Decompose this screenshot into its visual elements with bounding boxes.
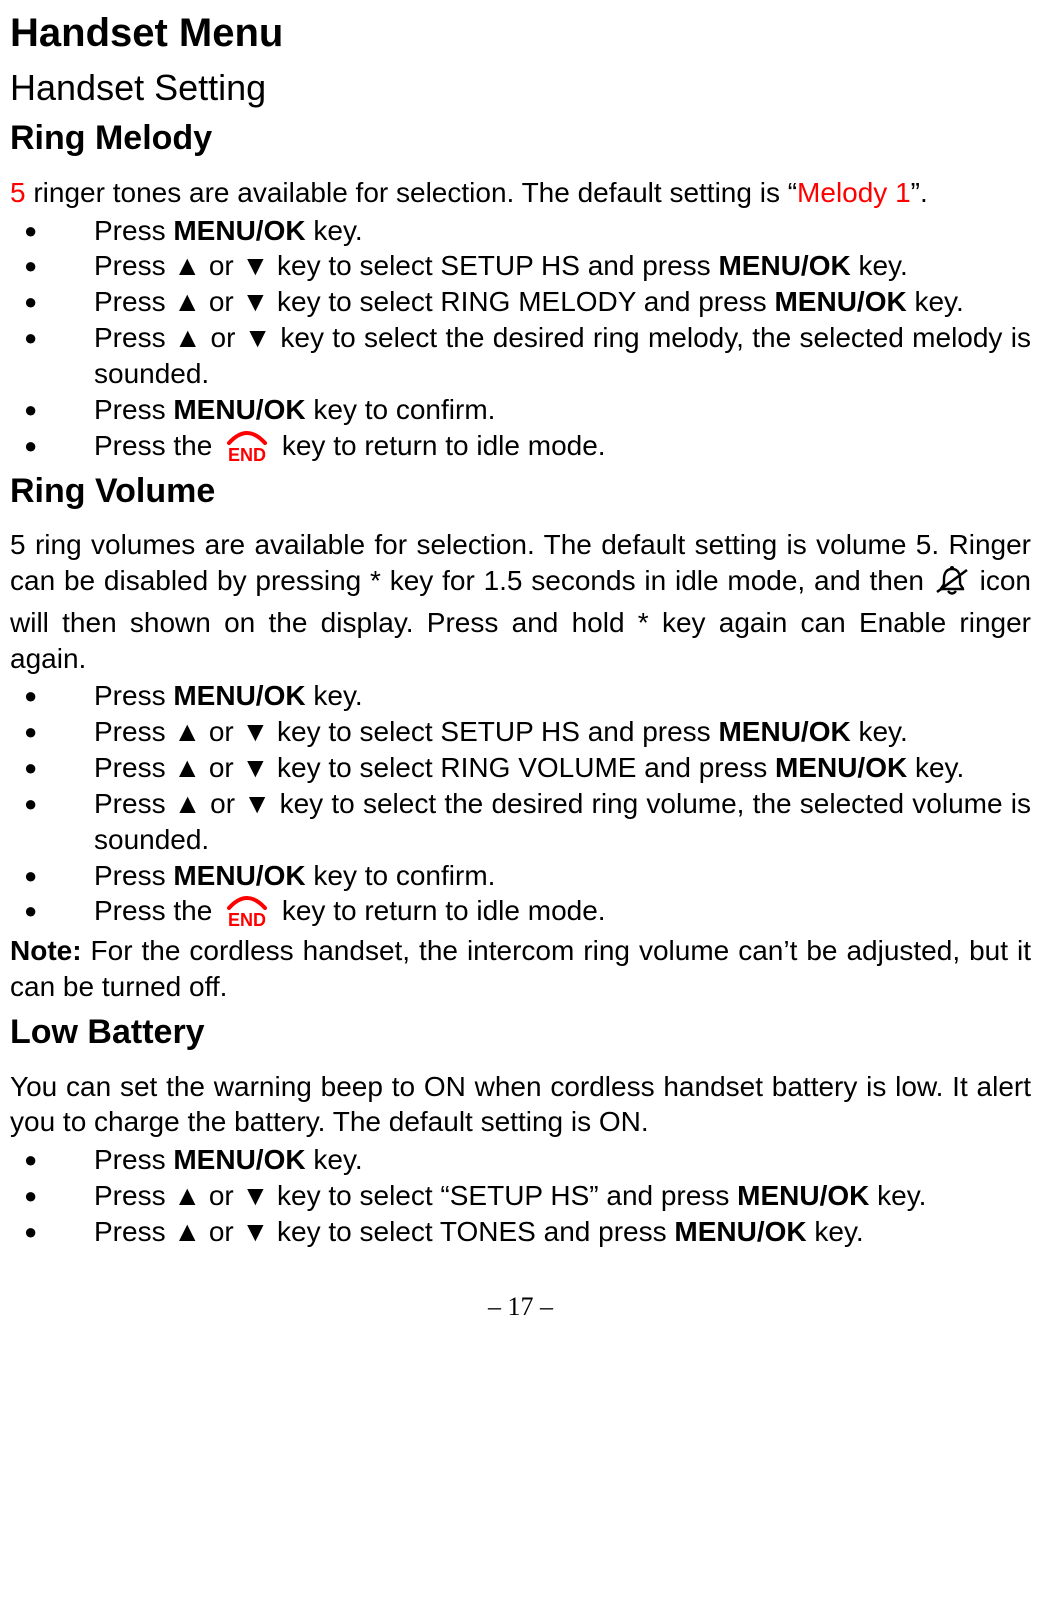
ring-melody-list: Press MENU/OK key. Press ▲ or ▼ key to s… [10,213,1031,464]
end-key-label: END [220,911,274,929]
ring-melody-intro-rest: ringer tones are available for selection… [26,177,797,208]
list-item: Press MENU/OK key to confirm. [10,392,1031,428]
list-item: Press ▲ or ▼ key to select “SETUP HS” an… [10,1178,1031,1214]
end-key-icon: END [220,894,274,929]
ring-melody-intro-close: ”. [911,177,928,208]
list-item: Press the END key to return to idle mode… [10,893,1031,929]
list-item: Press ▲ or ▼ key to select SETUP HS and … [10,248,1031,284]
bell-mute-icon [933,566,971,605]
end-key-label: END [220,446,274,464]
list-item: Press MENU/OK key. [10,1142,1031,1178]
ring-volume-list: Press MENU/OK key. Press ▲ or ▼ key to s… [10,678,1031,929]
list-item: Press ▲ or ▼ key to select SETUP HS and … [10,714,1031,750]
low-battery-list: Press MENU/OK key. Press ▲ or ▼ key to s… [10,1142,1031,1249]
list-item: Press ▲ or ▼ key to select the desired r… [10,786,1031,858]
page-title: Handset Menu [10,8,1031,59]
ring-volume-note: Note: For the cordless handset, the inte… [10,933,1031,1005]
ring-melody-intro: 5 ringer tones are available for selecti… [10,175,1031,211]
low-battery-intro: You can set the warning beep to ON when … [10,1069,1031,1141]
end-key-icon: END [220,429,274,464]
page-subtitle: Handset Setting [10,65,1031,111]
list-item: Press ▲ or ▼ key to select RING VOLUME a… [10,750,1031,786]
page-number: – 17 – [10,1290,1031,1323]
ring-melody-heading: Ring Melody [10,117,1031,161]
list-item: Press the END key to return to idle mode… [10,428,1031,464]
ring-volume-heading: Ring Volume [10,470,1031,514]
ring-melody-default: Melody 1 [797,177,911,208]
ring-melody-count: 5 [10,177,26,208]
list-item: Press MENU/OK key. [10,678,1031,714]
list-item: Press ▲ or ▼ key to select the desired r… [10,320,1031,392]
list-item: Press MENU/OK key. [10,213,1031,249]
list-item: Press ▲ or ▼ key to select RING MELODY a… [10,284,1031,320]
low-battery-heading: Low Battery [10,1011,1031,1055]
ring-volume-intro: 5 ring volumes are available for selecti… [10,527,1031,676]
list-item: Press MENU/OK key to confirm. [10,858,1031,894]
list-item: Press ▲ or ▼ key to select TONES and pre… [10,1214,1031,1250]
